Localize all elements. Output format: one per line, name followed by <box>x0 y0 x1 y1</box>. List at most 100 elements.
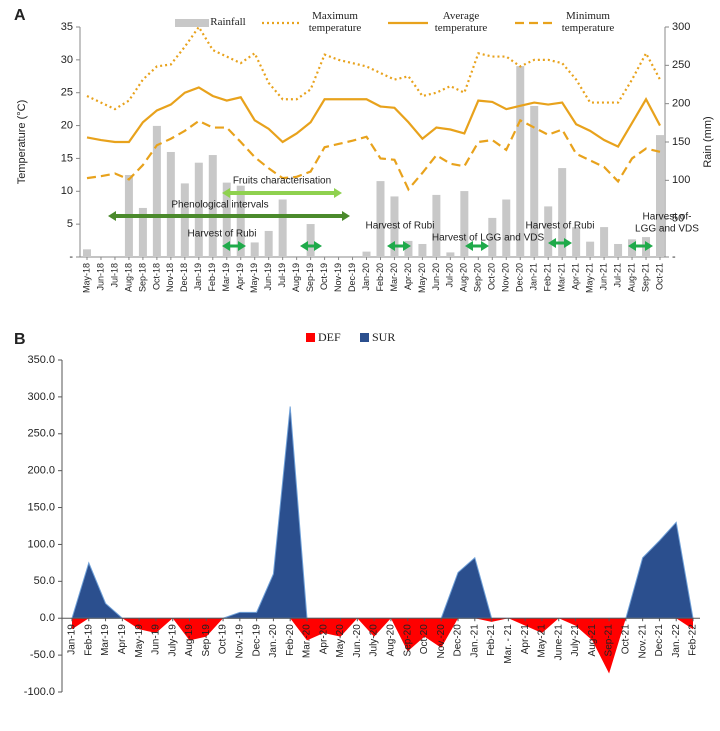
bar <box>586 241 595 257</box>
x-tick-label: May-21 <box>584 263 594 293</box>
bar <box>194 162 203 257</box>
x-tick-label: Nov-20 <box>501 263 511 292</box>
y-tick-label: -100.0 <box>24 686 55 698</box>
x-tick-label: Jan.-22 <box>671 624 682 658</box>
annotation: Harvest of Rubi <box>366 221 435 232</box>
y-tick-label: 25 <box>61 87 73 99</box>
arrow-head <box>403 241 411 251</box>
bar <box>432 194 441 257</box>
bar <box>530 105 539 257</box>
x-tick-label: Apr-20 <box>403 263 413 290</box>
x-tick-label: Oct-19 <box>319 263 329 290</box>
x-tick-label: Feb-22 <box>688 624 699 656</box>
x-tick-label: May-18 <box>81 263 91 293</box>
x-tick-label: Sep-21 <box>640 263 650 292</box>
x-tick-label: Feb-19 <box>207 263 217 292</box>
x-tick-label: Mar. - 21 <box>503 624 514 664</box>
x-tick-label: Mar-21 <box>557 263 567 292</box>
y2-tick-label: 200 <box>672 98 690 110</box>
x-tick-label: Jun-20 <box>431 263 441 291</box>
bar <box>558 168 567 257</box>
arrow-head <box>465 241 473 251</box>
bar <box>222 182 231 257</box>
x-tick-label: Aug-20 <box>459 263 469 292</box>
arrow-head <box>628 241 636 251</box>
x-tick-label: Apr-21 <box>520 624 531 654</box>
legend-swatch <box>175 19 209 27</box>
bar <box>362 251 371 257</box>
x-tick-label: Jul-18 <box>109 263 119 288</box>
x-tick-label: Nov.-21 <box>637 624 648 659</box>
x-tick-label: Apr-19 <box>235 263 245 290</box>
arrow-head <box>108 211 116 221</box>
annotation: Fruits characterisation <box>233 176 331 187</box>
annotation: Phenological intervals <box>171 200 268 211</box>
area-series <box>72 618 693 674</box>
bar <box>83 249 91 257</box>
y-tick-label: 5 <box>67 218 73 230</box>
x-tick-label: Sep-19 <box>305 263 315 292</box>
x-tick-label: Jan-19 <box>67 624 78 655</box>
x-tick-label: Sep-19 <box>201 624 212 657</box>
x-tick-label: Jun-18 <box>95 263 105 291</box>
x-tick-label: Mar-19 <box>100 624 111 656</box>
x-tick-label: June-21 <box>553 624 564 661</box>
x-tick-label: Feb-21 <box>543 263 553 292</box>
arrow-head <box>334 188 342 198</box>
x-tick-label: Oct-20 <box>487 263 497 290</box>
arrow-head <box>222 241 230 251</box>
area-series <box>71 406 694 619</box>
x-tick-label: May-21 <box>537 624 548 658</box>
x-tick-label: Jan-20 <box>361 263 371 291</box>
y-tick-label: 50.0 <box>34 575 55 587</box>
x-tick-label: Sep-20 <box>473 263 483 292</box>
legend-label: Minimum temperature <box>561 10 615 34</box>
bar <box>544 206 553 257</box>
x-tick-label: May-19 <box>249 263 259 293</box>
x-tick-label: Aug-19 <box>184 624 195 657</box>
arrow-head <box>387 241 395 251</box>
bar <box>138 207 147 257</box>
x-tick-label: Sep-18 <box>137 263 147 292</box>
bar <box>656 135 664 257</box>
y-tick-label: -50.0 <box>30 649 55 661</box>
x-tick-label: Mar-20 <box>389 263 399 292</box>
x-tick-label: Dec-19 <box>347 263 357 292</box>
arrow-head <box>238 241 246 251</box>
y2-tick-label: 150 <box>672 136 690 148</box>
bar <box>376 181 385 257</box>
x-tick-label: Jul-20 <box>445 263 455 288</box>
panel-label: A <box>14 7 26 24</box>
y2-tick-label: 250 <box>672 59 690 71</box>
x-tick-label: Jul-19 <box>277 263 287 288</box>
y-axis-title: Temperature (°C) <box>16 100 28 184</box>
arrow-head <box>300 241 308 251</box>
x-tick-label: Dec-19 <box>251 624 262 657</box>
x-tick-label: Apr-20 <box>318 624 329 654</box>
x-tick-label: Dec-21 <box>654 624 665 657</box>
bar <box>404 240 413 257</box>
x-tick-label: July-19 <box>167 624 178 657</box>
x-tick-label: Jun.-20 <box>352 624 363 658</box>
bar <box>460 191 469 257</box>
x-tick-label: July-21 <box>570 624 581 657</box>
bar <box>236 185 245 257</box>
x-tick-label: Aug-21 <box>626 263 636 292</box>
x-tick-label: Jun-19 <box>151 624 162 655</box>
y-tick-label: 15 <box>61 152 73 164</box>
bar <box>180 183 189 257</box>
x-tick-label: July-20 <box>369 624 380 657</box>
x-tick-label: Dec-18 <box>179 263 189 292</box>
line-series <box>86 24 661 111</box>
bar <box>306 224 315 257</box>
x-tick-label: Jan.-20 <box>268 624 279 658</box>
arrow-head <box>645 241 653 251</box>
y-tick-label: - <box>69 251 73 263</box>
arrow-head <box>314 241 322 251</box>
bar <box>152 125 161 258</box>
x-tick-label: Apr-21 <box>571 263 581 290</box>
y2-axis-title: Rain (mm) <box>702 116 714 167</box>
x-tick-label: Jan.-21 <box>469 624 480 658</box>
x-tick-label: Oct-20 <box>419 624 430 654</box>
x-tick-label: Oct-19 <box>218 624 229 654</box>
